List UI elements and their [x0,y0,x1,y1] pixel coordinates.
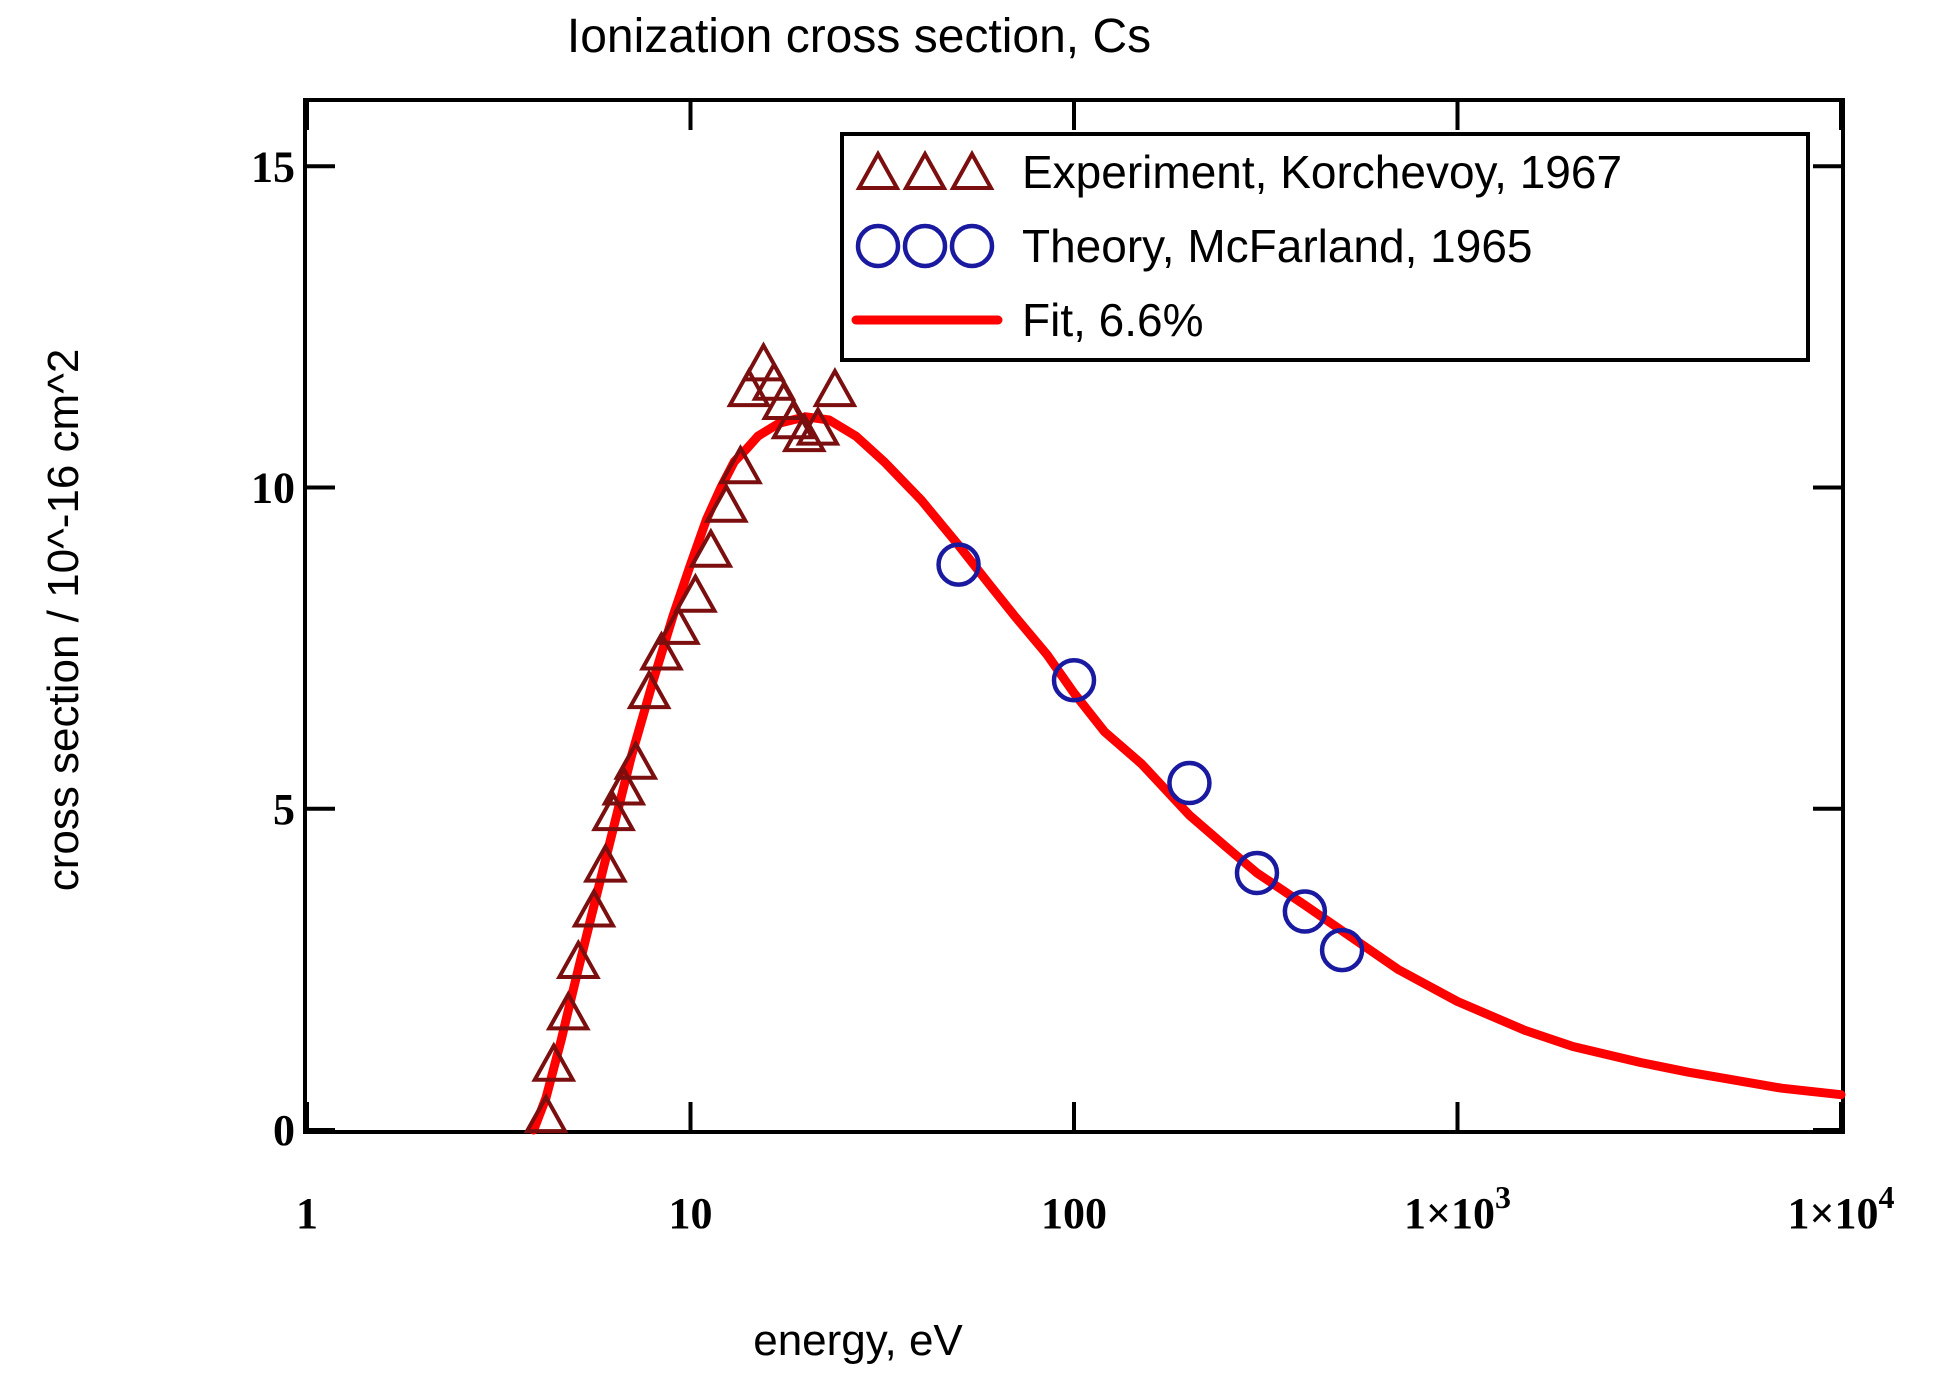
experiment-point [531,1041,577,1082]
experiment-point [703,482,749,523]
x-tick-label: 100 [1041,1189,1107,1238]
chart-title: Ionization cross section, Cs [567,10,1151,63]
experiment-point [555,938,601,979]
legend-triangle-icon [902,149,948,190]
theory-point [1051,658,1097,703]
legend-circle-icon [902,223,948,269]
theory-point [1167,760,1212,806]
legend-entries: Experiment, Korchevoy, 1967 Theory, McFar… [851,146,1622,346]
legend-triangle-icon [855,149,901,190]
experiment-point [613,739,659,780]
fit-line [529,412,1846,1135]
legend-label: Experiment, Korchevoy, 1967 [1022,146,1622,198]
legend-entry-line: Fit, 6.6% [851,294,1204,346]
experiment-point [656,604,701,645]
y-tick-label: 15 [251,142,295,191]
experiment-point [571,887,617,928]
experiment-point [718,444,763,485]
fit-layer [529,412,1846,1135]
experiment-point [673,572,718,613]
experiment-point [781,412,827,453]
legend: Experiment, Korchevoy, 1967 Theory, McFar… [840,132,1810,362]
experiment-point [545,990,591,1031]
markers [523,341,1365,1134]
x-tick-label: 1 [296,1189,318,1238]
experiment-point [591,791,636,832]
experiment-point [626,669,672,710]
x-tick-label: 1×104 [1787,1179,1894,1238]
theory-point [1319,927,1365,973]
experiment-point [726,367,772,408]
experiment-point [523,1093,569,1134]
legend-circle-icon [855,223,901,269]
y-tick-label: 0 [273,1106,295,1155]
legend-box [840,132,1810,362]
experiment-point [812,367,858,408]
legend-circle-icon [949,223,995,269]
experiment-point [639,630,684,671]
experiment-point [795,405,841,446]
legend-entry-circle: Theory, McFarland, 1965 [855,220,1533,272]
legend-triangle-icon [949,149,995,190]
x-tick-label: 10 [669,1189,713,1238]
y-tick-label: 10 [251,464,295,513]
experiment-point [601,765,647,806]
legend-entry-triangle: Experiment, Korchevoy, 1967 [855,146,1622,198]
x-tick-label: 1×103 [1404,1179,1511,1238]
experiment-point [688,527,734,568]
plot-frame [303,98,1845,1134]
theory-point [1282,889,1328,934]
legend-label: Fit, 6.6% [1022,294,1204,346]
theory-point [1234,850,1280,896]
y-axis-label: cross section / 10^-16 cm^2 [39,349,88,892]
legend-label: Theory, McFarland, 1965 [1022,220,1533,272]
theory-point [936,542,981,587]
y-tick-label: 5 [273,785,295,834]
x-axis-label: energy, eV [753,1316,963,1365]
ticks: 0 5 10 15 1 10 100 1×103 1×104 [251,102,1895,1238]
experiment-point [583,842,628,883]
